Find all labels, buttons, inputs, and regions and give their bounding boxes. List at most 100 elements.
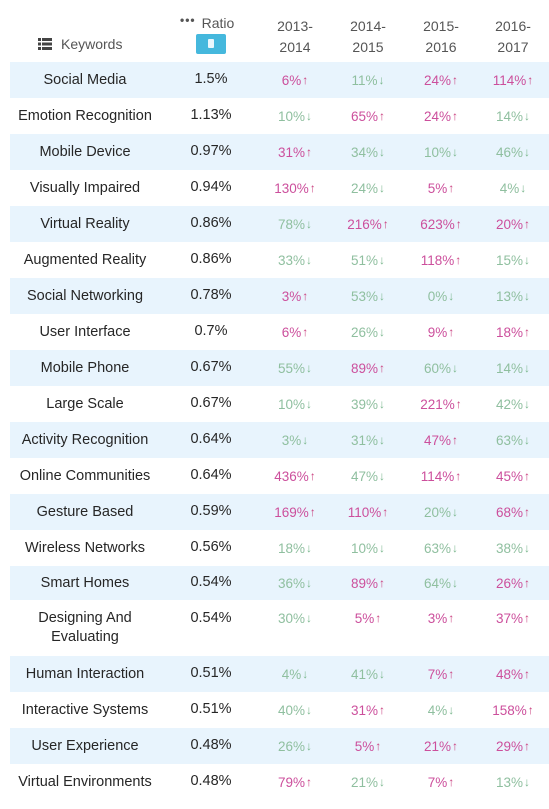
change-value: 31% [350,432,379,448]
change-value: 34% [350,144,379,160]
table-row[interactable]: Virtual Environments 0.48% 79% ↑ 21% ↓ 7% ↑ 13% ↓ [0,764,549,800]
table-row[interactable]: Social Networking 0.78% 3% ↑ 53% ↓ 0% ↓ 13% ↓ [0,278,549,314]
change-cell: 26% ↓ [260,737,330,755]
change-value: 31% [277,144,306,160]
arrow-down-icon: ↓ [524,361,531,375]
change-value: 79% [277,774,306,790]
change-cell: 53% ↓ [333,287,403,305]
change-value: 114% [420,468,455,484]
ratio-cell: 0.48% [190,773,232,789]
change-cell: 48% ↑ [478,665,548,683]
ratio-sort-button[interactable] [196,34,226,54]
change-value: 10% [423,144,452,160]
table-row[interactable]: Mobile Device 0.97% 31% ↑ 34% ↓ 10% ↓ 46% ↓ [0,134,549,170]
arrow-down-icon: ↓ [379,433,386,447]
keyword-cell: Mobile Phone [40,359,130,376]
ratio-cell: 0.51% [190,701,232,717]
change-value: 31% [350,702,379,718]
arrow-up-icon: ↑ [524,576,531,590]
change-value: 5% [354,610,375,626]
change-value: 110% [347,504,382,520]
arrow-up-icon: ↑ [309,181,316,195]
table-row[interactable]: User Experience 0.48% 26% ↓ 5% ↑ 21% ↑ 29% ↑ [0,728,549,764]
change-cell: 130% ↑ [260,179,330,197]
change-cell: 40% ↓ [260,701,330,719]
ratio-column-header[interactable]: ••• Ratio [180,13,234,31]
change-value: 15% [495,252,524,268]
table-row[interactable]: Large Scale 0.67% 10% ↓ 39% ↓ 221% ↑ 42% ↓ [0,386,549,422]
change-cell: 13% ↓ [478,287,548,305]
arrow-up-icon: ↑ [306,775,313,789]
change-value: 4% [499,180,520,196]
table-row[interactable]: User Interface 0.7% 6% ↑ 26% ↓ 9% ↑ 18% ↑ [0,314,549,350]
arrow-down-icon: ↓ [306,611,313,625]
arrow-down-icon: ↓ [306,397,313,411]
change-cell: 31% ↓ [333,431,403,449]
change-cell: 7% ↑ [406,773,476,791]
change-cell: 11% ↓ [333,71,403,89]
change-value: 14% [495,360,524,376]
change-cell: 118% ↑ [406,251,476,269]
change-cell: 623% ↑ [406,215,476,233]
keyword-cell: Wireless Networks [24,539,146,556]
change-cell: 158% ↑ [478,701,548,719]
arrow-up-icon: ↑ [302,73,309,87]
change-value: 24% [350,180,379,196]
row-background [10,728,549,764]
ratio-cell: 1.5% [194,71,228,87]
change-value: 53% [350,288,379,304]
table-row[interactable]: Emotion Recognition 1.13% 10% ↓ 65% ↑ 24% ↑ 14% ↓ [0,98,549,134]
change-cell: 34% ↓ [333,143,403,161]
change-value: 0% [427,288,448,304]
year-header-2013-2014[interactable]: 2013- 2014 [277,18,313,55]
change-value: 13% [495,774,524,790]
change-cell: 15% ↓ [478,251,548,269]
table-row[interactable]: Augmented Reality 0.86% 33% ↓ 51% ↓ 118% ↑ 15% ↓ [0,242,549,278]
change-cell: 89% ↑ [333,574,403,592]
keyword-cell: Emotion Recognition [18,107,152,124]
table-row[interactable]: Wireless Networks 0.56% 18% ↓ 10% ↓ 63% ↓ 38% ↓ [0,530,549,566]
change-cell: 114% ↑ [478,71,548,89]
table-row[interactable]: Gesture Based 0.59% 169% ↑ 110% ↑ 20% ↓ 68% ↑ [0,494,549,530]
arrow-down-icon: ↓ [379,667,386,681]
change-value: 33% [277,252,306,268]
keyword-cell: User Experience [31,737,139,754]
year-header-2015-2016[interactable]: 2015- 2016 [423,18,459,55]
arrow-up-icon: ↑ [379,703,386,717]
change-value: 65% [350,108,379,124]
table-row[interactable]: Designing And Evaluating 0.54% 30% ↓ 5% ↑ 3% ↑ 3… [0,600,549,656]
ratio-cell: 0.67% [190,395,232,411]
table-row[interactable]: Human Interaction 0.51% 4% ↓ 41% ↓ 7% ↑ 48% ↑ [0,656,549,692]
change-cell: 24% ↑ [406,107,476,125]
arrow-down-icon: ↓ [302,433,309,447]
change-value: 4% [281,666,302,682]
change-cell: 64% ↓ [406,574,476,592]
arrow-up-icon: ↑ [309,505,316,519]
change-value: 38% [495,540,524,556]
keyword-cell: Virtual Reality [40,215,130,232]
change-value: 3% [281,432,302,448]
keyword-cell: Virtual Environments [18,773,152,790]
ratio-cell: 0.54% [190,610,232,626]
arrow-down-icon: ↓ [379,397,386,411]
arrow-down-icon: ↓ [524,433,531,447]
change-value: 114% [492,72,527,88]
change-value: 13% [495,288,524,304]
table-row[interactable]: Smart Homes 0.54% 36% ↓ 89% ↑ 64% ↓ 26% ↑ [0,566,549,600]
table-row[interactable]: Visually Impaired 0.94% 130% ↑ 24% ↓ 5% ↑ 4% ↓ [0,170,549,206]
ratio-cell: 0.54% [190,574,232,590]
table-row[interactable]: Mobile Phone 0.67% 55% ↓ 89% ↑ 60% ↓ 14% ↓ [0,350,549,386]
change-cell: 65% ↑ [333,107,403,125]
year-header-2014-2015[interactable]: 2014- 2015 [350,18,386,55]
sort-icon [208,39,214,48]
table-row[interactable]: Interactive Systems 0.51% 40% ↓ 31% ↑ 4% ↓ 158% ↑ [0,692,549,728]
change-cell: 7% ↑ [406,665,476,683]
arrow-down-icon: ↓ [306,253,313,267]
table-row[interactable]: Virtual Reality 0.86% 78% ↓ 216% ↑ 623% ↑ 20% ↑ [0,206,549,242]
year-header-2016-2017[interactable]: 2016- 2017 [495,18,531,55]
table-row[interactable]: Online Communities 0.64% 436% ↑ 47% ↓ 114% ↑ 45%… [0,458,549,494]
table-row[interactable]: Social Media 1.5% 6% ↑ 11% ↓ 24% ↑ 114% ↑ [0,62,549,98]
arrow-down-icon: ↓ [524,145,531,159]
table-row[interactable]: Activity Recognition 0.64% 3% ↓ 31% ↓ 47% ↑ 63% ↓ [0,422,549,458]
keywords-column-header[interactable]: Keywords [38,36,122,52]
